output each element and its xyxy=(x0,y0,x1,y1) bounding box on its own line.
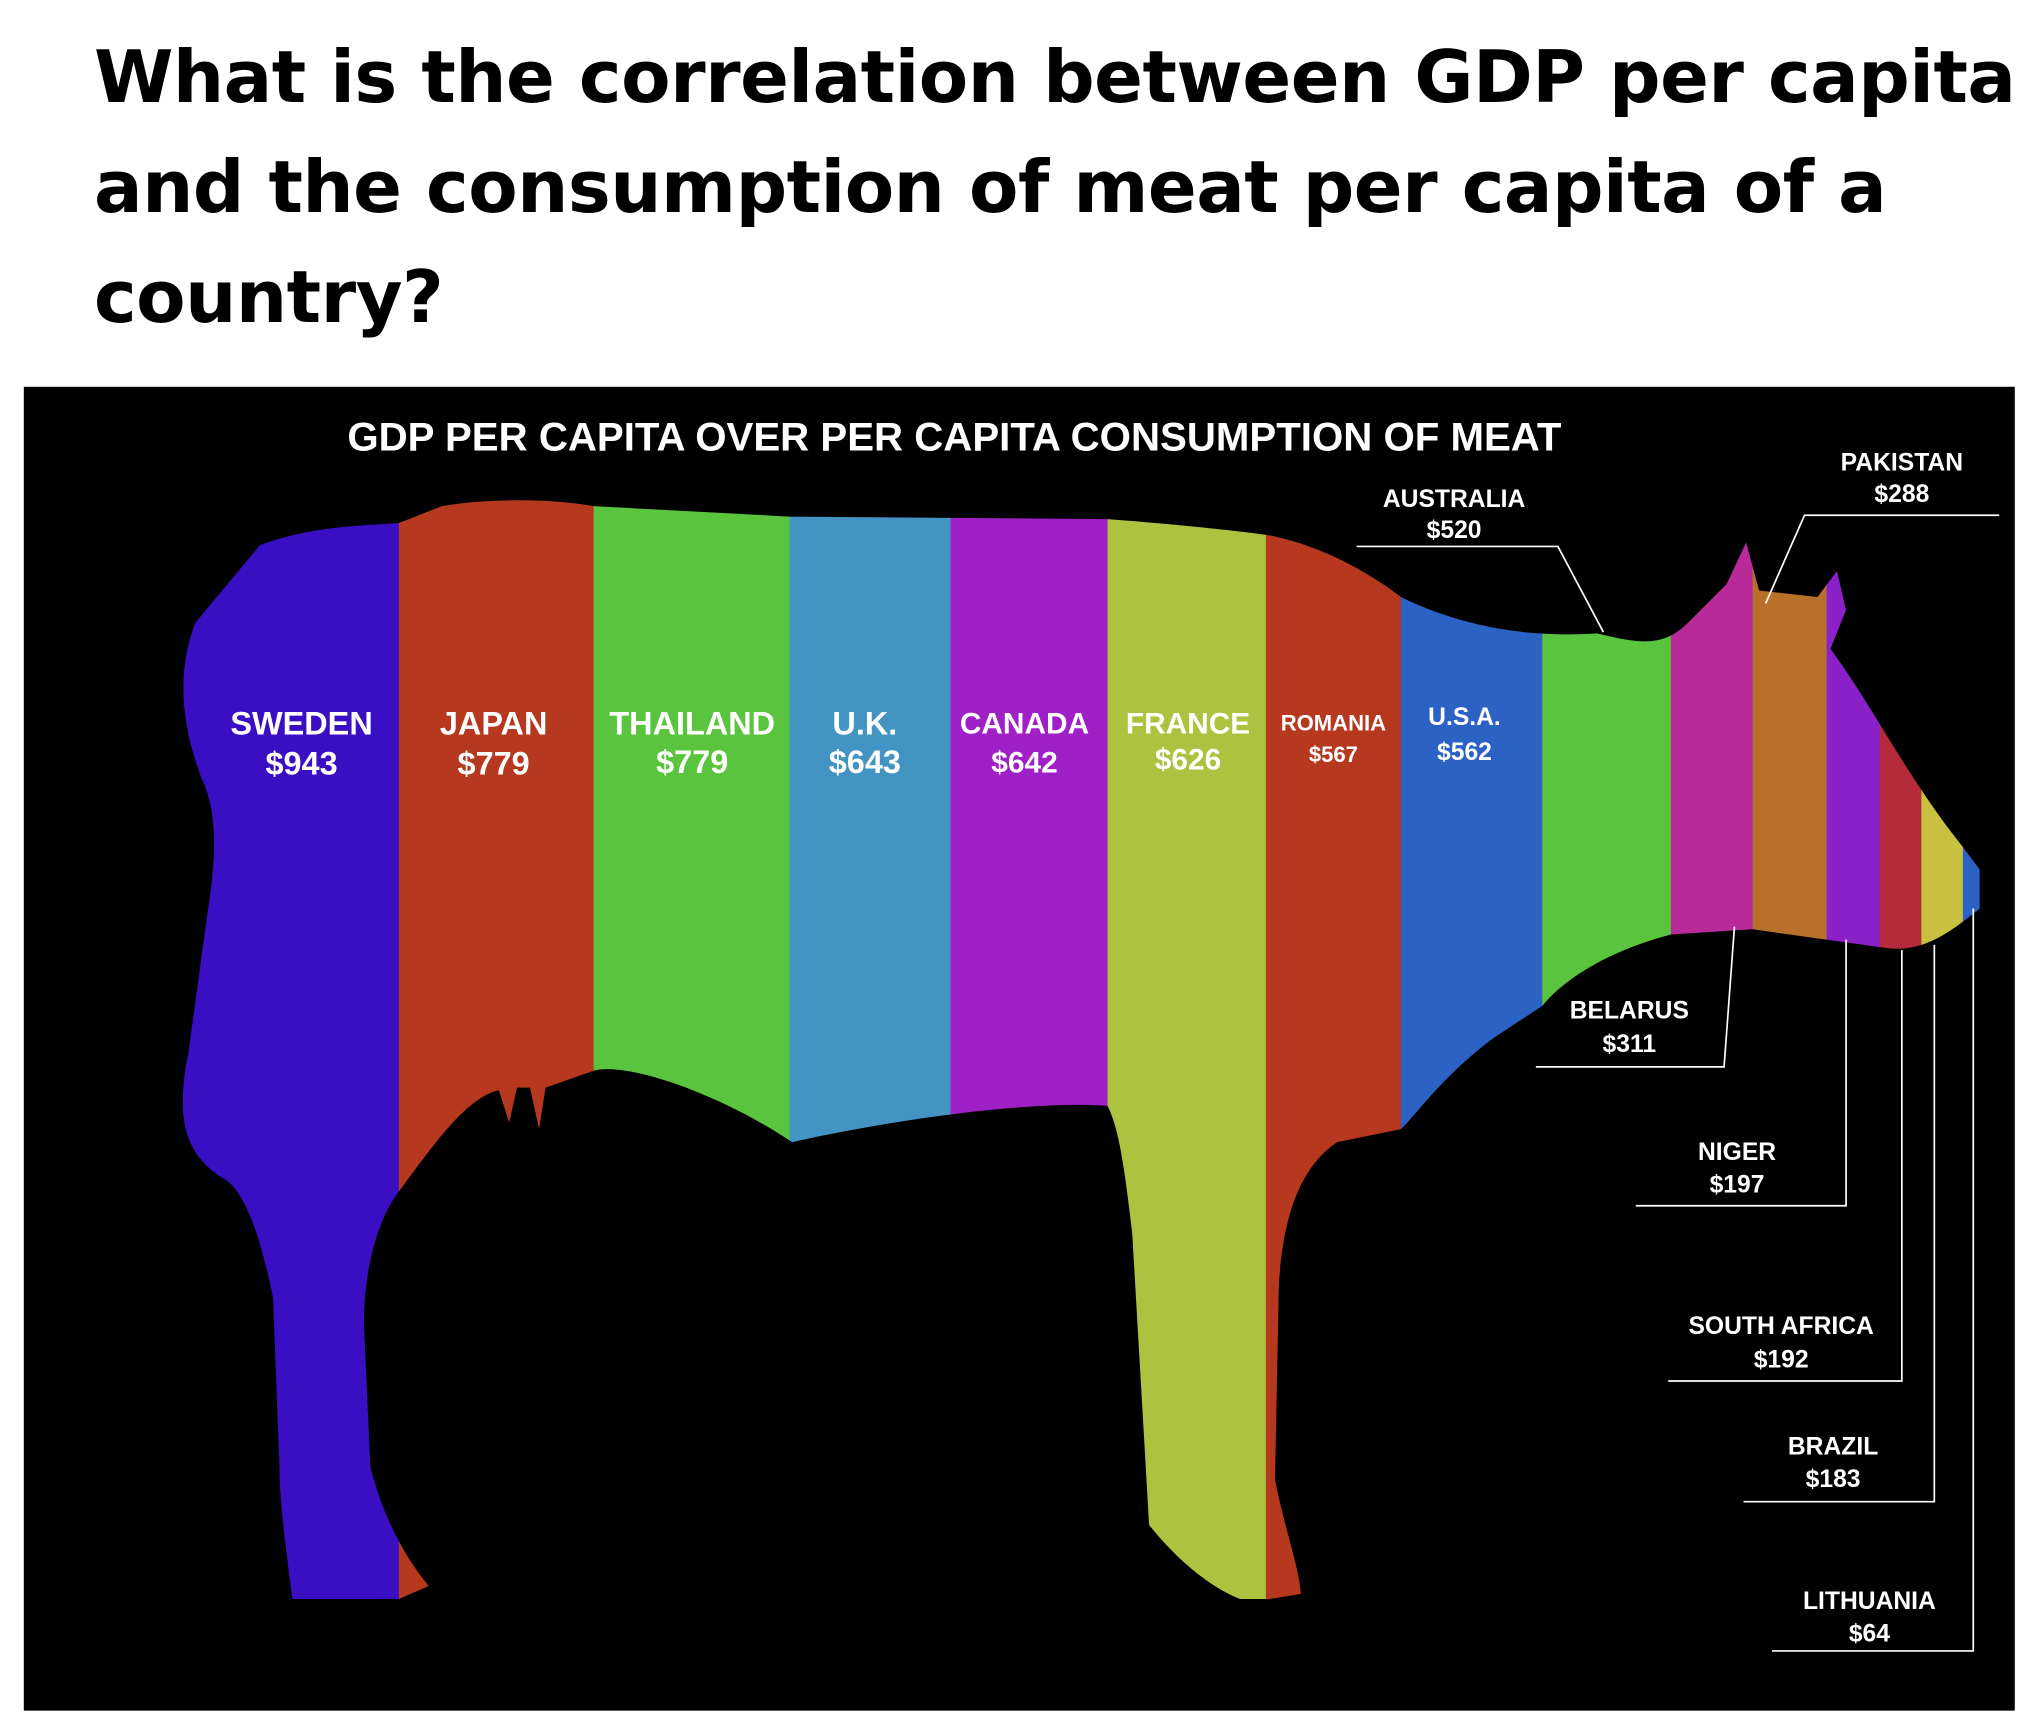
country-name: PAKISTAN xyxy=(1841,450,1963,477)
country-name: U.K. xyxy=(832,705,897,741)
country-name: BELARUS xyxy=(1570,997,1689,1024)
leader-line xyxy=(1764,514,2000,604)
question: What is the correlation between GDP per … xyxy=(94,35,2016,339)
country-value: $779 xyxy=(656,744,728,780)
country-name: U.S.A. xyxy=(1428,704,1501,731)
country-value: $562 xyxy=(1437,739,1492,766)
country-value: $192 xyxy=(1754,1347,1809,1374)
country-value: $520 xyxy=(1427,517,1482,544)
labels: SWEDEN$943JAPAN$779THAILAND$779U.K.$643C… xyxy=(230,450,1963,1648)
leader-line xyxy=(1772,908,1975,1652)
leader-line xyxy=(1356,545,1605,633)
country-name: FRANCE xyxy=(1126,707,1250,740)
leader-line xyxy=(1743,944,1936,1503)
country-name: JAPAN xyxy=(440,705,548,741)
country-name: CANADA xyxy=(960,707,1089,740)
country-value: $288 xyxy=(1874,481,1929,508)
country-name: LITHUANIA xyxy=(1803,1588,1936,1615)
country-value: $642 xyxy=(991,746,1057,779)
leader-line xyxy=(1635,939,1847,1207)
leader-line xyxy=(1535,926,1736,1068)
country-value: $183 xyxy=(1806,1466,1861,1493)
country-value: $779 xyxy=(458,746,530,782)
country-value: $311 xyxy=(1603,1031,1657,1058)
country-value: $64 xyxy=(1849,1620,1890,1647)
country-value: $943 xyxy=(265,746,337,782)
infographic-title: GDP PER CAPITA OVER PER CAPITA CONSUMPTI… xyxy=(347,414,1562,459)
country-name: AUSTRALIA xyxy=(1383,486,1526,513)
country-value: $197 xyxy=(1710,1171,1765,1198)
country-value: $567 xyxy=(1309,742,1358,767)
country-name: SOUTH AFRICA xyxy=(1688,1313,1874,1340)
country-name: THAILAND xyxy=(609,705,775,741)
country-name: ROMANIA xyxy=(1281,711,1386,736)
country-name: BRAZIL xyxy=(1788,1433,1878,1460)
country-name: SWEDEN xyxy=(230,705,372,741)
leader-line xyxy=(1668,950,1903,1382)
country-value: $626 xyxy=(1155,744,1221,777)
country-value: $643 xyxy=(829,744,901,780)
country-name: NIGER xyxy=(1698,1139,1776,1166)
leader-lines xyxy=(1356,514,2000,1652)
